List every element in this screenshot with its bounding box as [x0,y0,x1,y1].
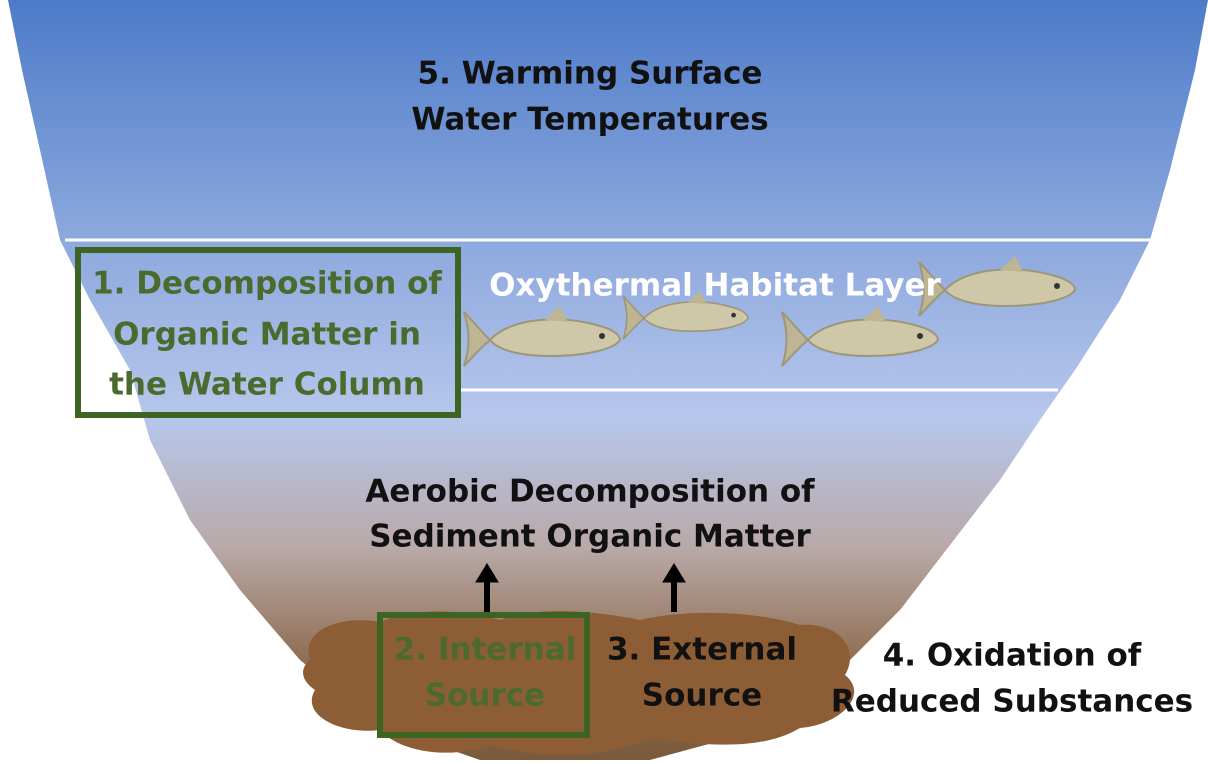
highlight-box [75,247,461,418]
label: Water Temperatures [411,102,768,138]
label: Source [642,678,762,714]
label: 5. Warming Surface [418,56,763,92]
label: Aerobic Decomposition of [365,474,815,510]
lake-basin [8,0,1208,760]
label: Source [425,678,545,714]
label: 2. Internal [394,632,577,668]
label: Reduced Substances [831,684,1193,720]
label: Organic Matter in [113,317,421,353]
label: the Water Column [109,367,425,403]
label: Oxythermal Habitat Layer [489,268,941,304]
label: 3. External [607,632,797,668]
label: 4. Oxidation of [883,638,1142,674]
sediment [303,611,855,755]
label: 1. Decomposition of [92,266,442,302]
highlight-box [377,612,590,738]
label: Sediment Organic Matter [369,519,811,555]
arrow [475,563,686,612]
